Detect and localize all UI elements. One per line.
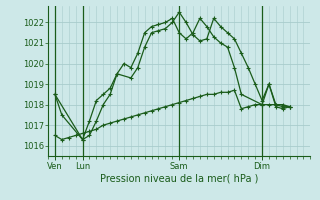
- X-axis label: Pression niveau de la mer( hPa ): Pression niveau de la mer( hPa ): [100, 173, 258, 183]
